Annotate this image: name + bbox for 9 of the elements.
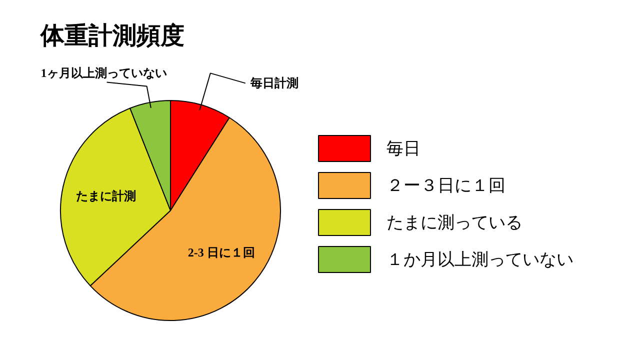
- legend-label: 毎日: [386, 139, 420, 158]
- legend-label: １か月以上測っていない: [386, 250, 574, 269]
- text: 毎日計測: [250, 76, 298, 90]
- text: たまに計測: [76, 189, 136, 204]
- text: 2-3 日に１回: [188, 246, 255, 260]
- legend-label: ２ー３日に１回: [386, 176, 506, 195]
- text: 1ヶ月以上測っていない: [40, 66, 167, 80]
- chart-title: 体重計測頻度: [40, 22, 184, 50]
- legend-label: たまに測っている: [386, 213, 522, 232]
